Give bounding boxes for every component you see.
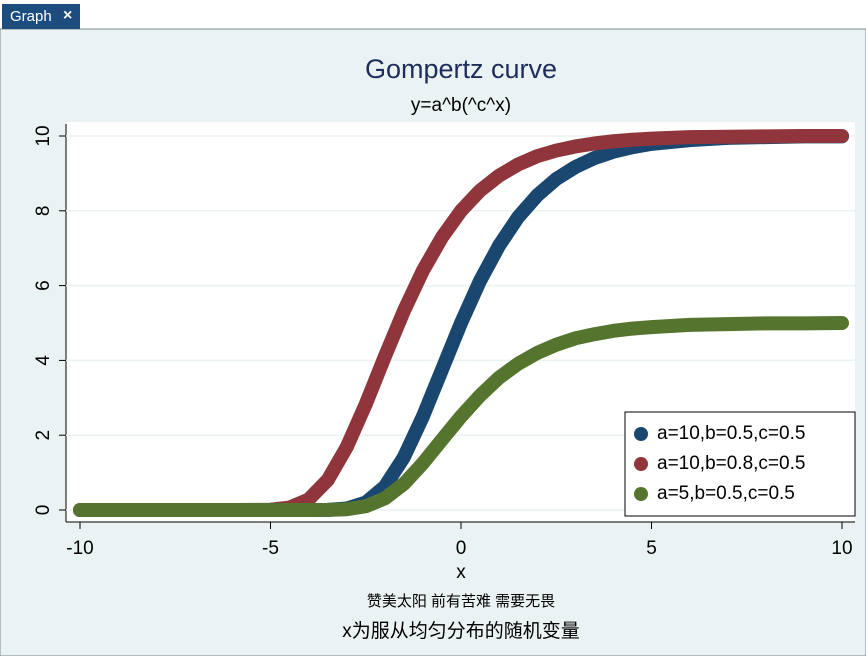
x-tick-label: -10 [66,538,93,559]
y-tick-label: 6 [33,280,54,291]
note: 赞美太阳 前有苦难 需要无畏 [367,593,555,610]
x-tick-label: -5 [262,538,279,559]
legend-label: a=5,b=0.5,c=0.5 [657,483,795,504]
caption: x为服从均匀分布的随机变量 [342,620,580,642]
y-tick-label: 10 [33,125,54,146]
series-group [73,129,849,517]
legend-marker [634,457,648,471]
tab-label[interactable]: Graph [10,8,52,25]
x-tick-label: 5 [646,538,657,559]
y-tick-label: 2 [33,430,54,441]
tab[interactable] [2,4,80,29]
x-tick-label: 10 [831,538,852,559]
y-tick-label: 0 [33,505,54,516]
x-tick-label: 0 [456,538,467,559]
x-axis-title: x [456,562,466,583]
y-tick-label: 4 [33,355,54,366]
legend-label: a=10,b=0.8,c=0.5 [657,453,805,474]
legend-label: a=10,b=0.5,c=0.5 [657,423,805,444]
chart-subtitle: y=a^b(^c^x) [411,95,511,116]
legend: a=10,b=0.5,c=0.5 a=10,b=0.8,c=0.5 a=5,b=0.… [624,411,856,517]
legend-marker [634,427,648,441]
y-tick-label: 8 [33,206,54,217]
legend-box [624,411,856,517]
legend-marker [634,487,648,501]
chart-title: Gompertz curve [365,54,557,84]
series-line [73,316,849,517]
tab-close[interactable]: × [63,7,72,24]
